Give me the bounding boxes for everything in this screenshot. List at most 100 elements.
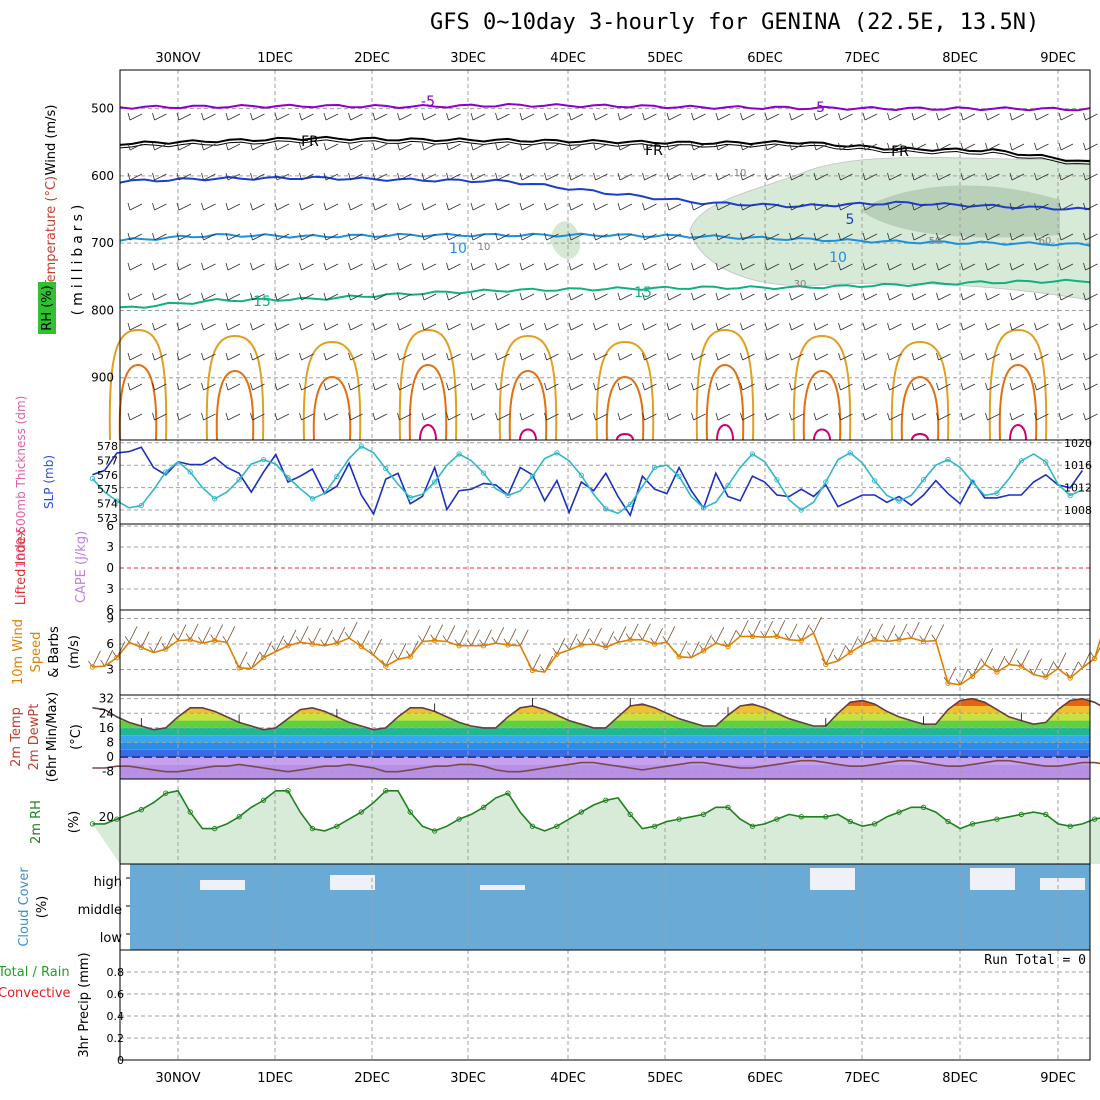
wind-barb xyxy=(691,382,706,391)
wind-barb xyxy=(985,112,1000,121)
wind-barb xyxy=(887,352,902,361)
wind-barb xyxy=(593,292,608,301)
rh-contour-dark xyxy=(215,369,255,441)
wind-barb xyxy=(299,172,314,181)
wind-barb xyxy=(250,112,265,121)
wind-barb xyxy=(911,412,927,421)
wind-barb xyxy=(740,232,755,241)
rh2m-point xyxy=(407,809,413,815)
wind10-barb xyxy=(320,629,334,646)
wind-barb xyxy=(274,292,290,301)
wind-barb xyxy=(887,232,902,241)
rh2m-tick-label: 20 xyxy=(99,810,114,824)
wind-barb xyxy=(446,142,461,151)
wind-barb xyxy=(372,352,388,361)
temp-tick-label: -8 xyxy=(102,765,114,779)
wind-barb xyxy=(764,232,780,241)
slp-tick-label: 1016 xyxy=(1064,459,1092,472)
wind-barb xyxy=(813,382,829,391)
wind-barb xyxy=(1034,202,1049,211)
wind10-barb xyxy=(589,627,602,645)
wind-barb xyxy=(225,352,241,361)
wind-barb xyxy=(446,112,461,121)
rh2m-point xyxy=(627,811,633,818)
isotherm-label: FR xyxy=(645,143,663,159)
panel-frame xyxy=(119,949,1091,1061)
slp-point xyxy=(236,477,242,483)
wind-barb xyxy=(568,412,584,421)
slp-point xyxy=(798,507,804,513)
pressure-tick-label: 900 xyxy=(91,371,114,385)
slp-point xyxy=(138,502,144,509)
wind-barb xyxy=(862,292,878,301)
wind-barb xyxy=(421,262,437,271)
wind-barb xyxy=(666,112,682,121)
wind10-barb xyxy=(198,626,211,644)
wind-barb xyxy=(274,142,290,151)
rh-contour-label: 60 xyxy=(1039,236,1052,247)
wind-barb xyxy=(1034,352,1049,361)
isotherm-label: 5 xyxy=(846,212,855,228)
isotherm-label: FR xyxy=(301,134,319,150)
wind-barb xyxy=(789,412,804,421)
wind-barb xyxy=(666,322,682,331)
slp-point xyxy=(676,473,682,480)
wind10-line xyxy=(92,631,1100,686)
temp2m-units: (°C) xyxy=(69,724,84,750)
wind-barb xyxy=(715,112,731,121)
wind-barb xyxy=(323,322,339,331)
wind-barb xyxy=(1009,382,1025,391)
wind-barb xyxy=(691,262,706,271)
wind-barb xyxy=(397,382,412,391)
wind-barb xyxy=(936,412,951,421)
wind-barb xyxy=(446,292,461,301)
wind-barb xyxy=(764,322,780,331)
wind-barb xyxy=(568,112,584,121)
wind-barb xyxy=(323,412,339,421)
wind10-barb xyxy=(760,621,774,638)
wind-barb xyxy=(593,202,608,211)
wind-barb xyxy=(1034,172,1049,181)
wind-barb xyxy=(1083,262,1098,271)
rh2m-point xyxy=(554,823,560,829)
slp-point xyxy=(994,490,1000,496)
wind-barb xyxy=(250,172,265,181)
wind-barb xyxy=(1009,112,1025,121)
cloud-gap xyxy=(480,885,525,890)
wind-barb xyxy=(911,322,927,331)
precip-units: 3hr Precip (mm) xyxy=(77,952,92,1057)
temp-tick-label: 8 xyxy=(106,735,114,749)
wind-barb xyxy=(152,262,167,271)
slp-point xyxy=(774,477,780,483)
wind-barb xyxy=(936,322,951,331)
wind-barb xyxy=(348,382,363,391)
wind-barb xyxy=(152,112,167,121)
wind-barb xyxy=(397,172,412,181)
wind10-point xyxy=(1018,663,1024,669)
wind10-barb xyxy=(161,632,175,650)
rh2m-point xyxy=(700,811,707,818)
rh2m-point xyxy=(505,790,511,796)
wind-barb xyxy=(911,232,927,241)
rh-contour-orange xyxy=(398,328,458,441)
rh2m-point xyxy=(163,790,169,796)
wind10-barb xyxy=(882,625,896,642)
wind-barb xyxy=(1034,112,1049,121)
wind-barb xyxy=(887,412,902,421)
slp-point xyxy=(212,496,218,502)
wind-barb xyxy=(936,172,951,181)
wind10-point xyxy=(945,680,951,686)
wind-barb xyxy=(691,172,706,181)
wind10-barb xyxy=(271,635,285,652)
wind-barb xyxy=(666,202,682,211)
wind-barb xyxy=(250,262,265,271)
wind-barb xyxy=(936,142,951,151)
wind-barb xyxy=(544,382,559,391)
wind-barb xyxy=(397,322,412,331)
slp-point xyxy=(578,472,584,478)
wind-barb xyxy=(691,202,706,211)
rh2m-point xyxy=(334,823,340,829)
slp-point xyxy=(309,496,316,502)
wind-barb xyxy=(764,142,780,151)
rh2m-point xyxy=(187,809,193,815)
